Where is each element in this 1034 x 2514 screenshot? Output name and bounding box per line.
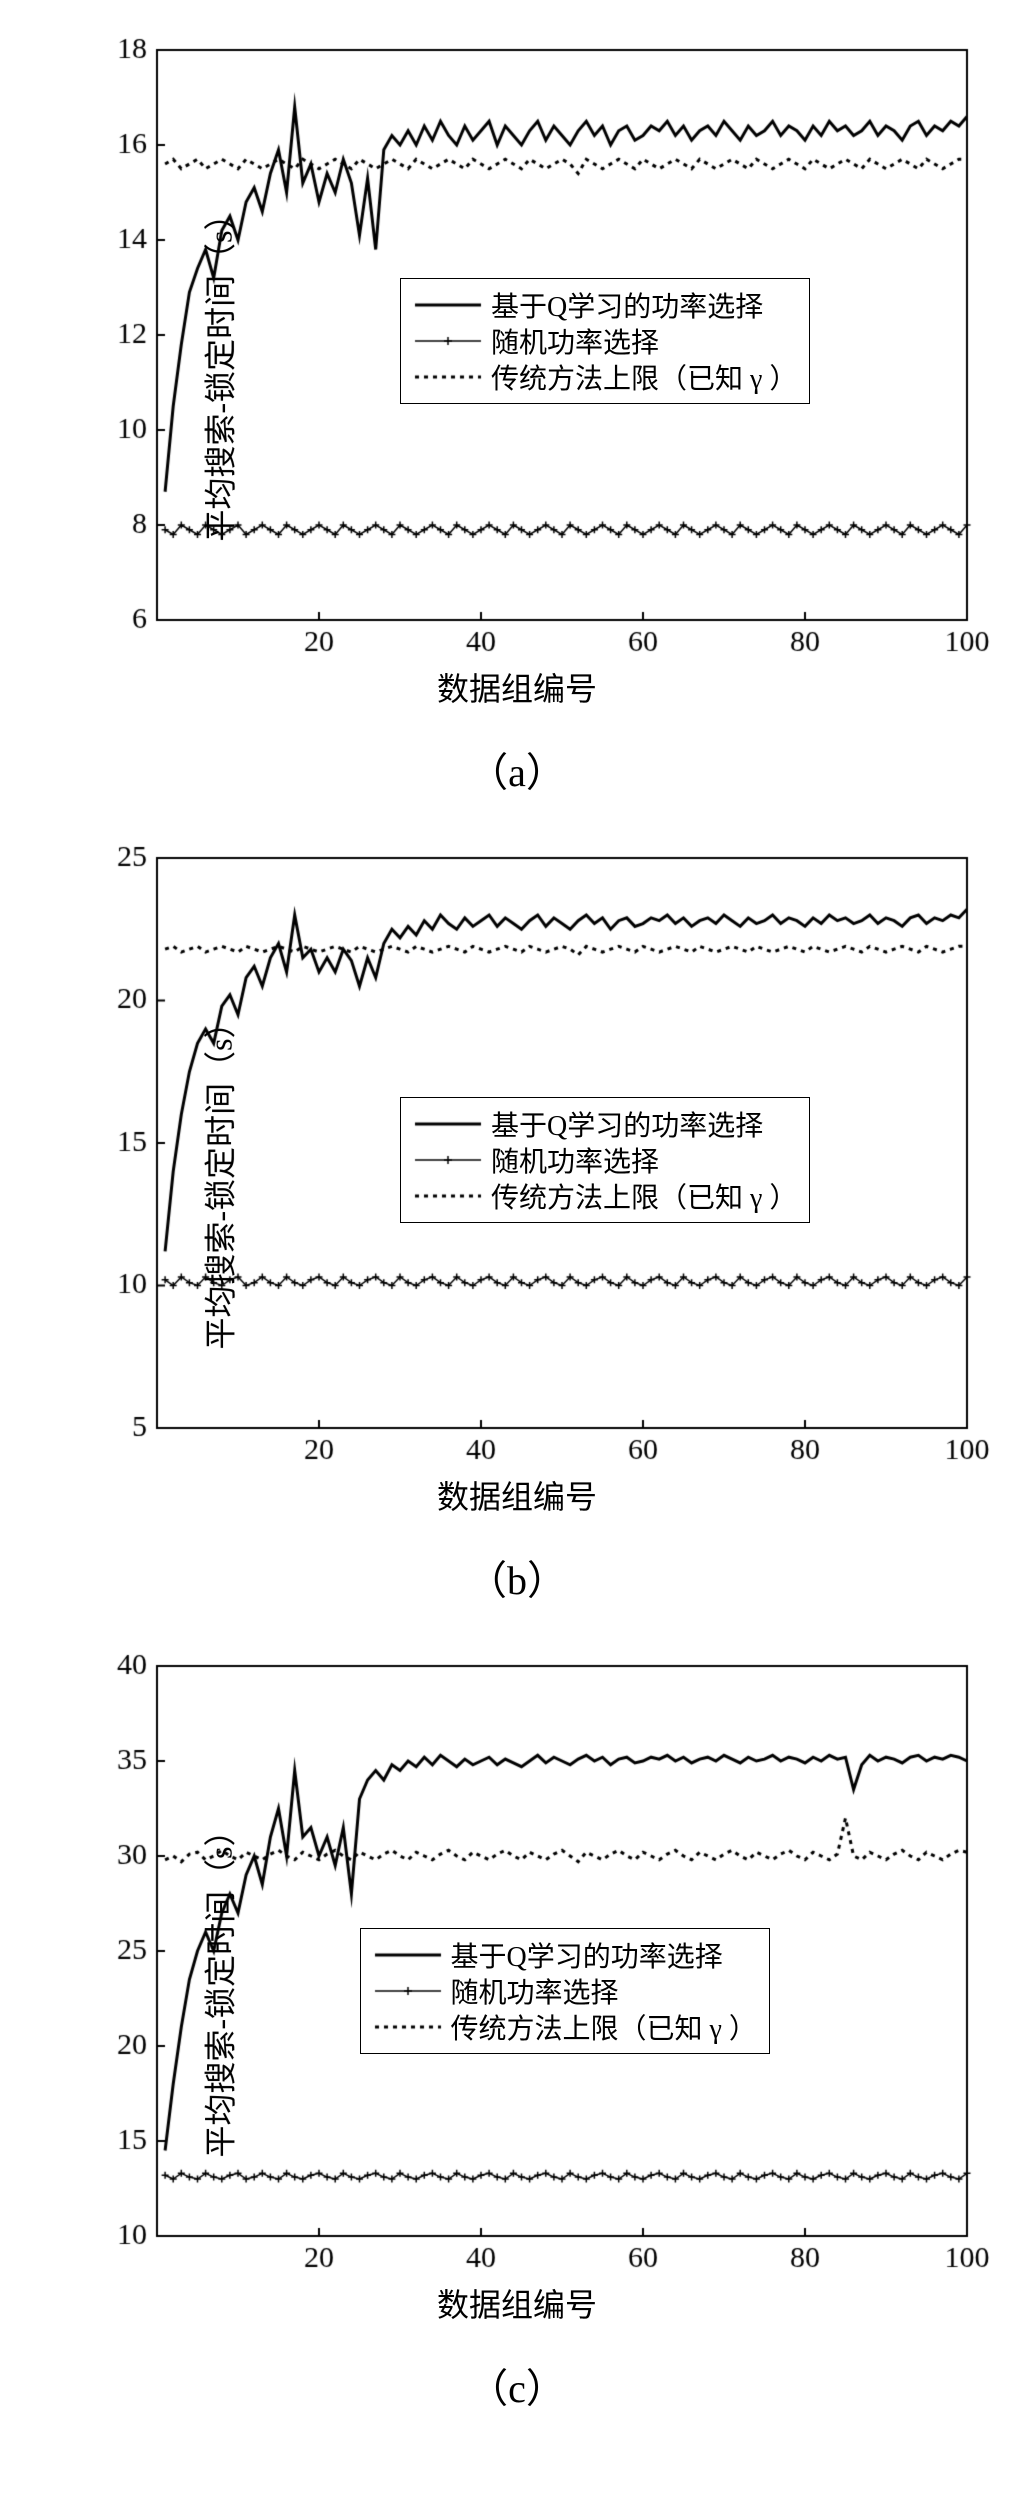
legend-swatch (413, 1109, 483, 1139)
legend-row: 基于Q学习的功率选择 (413, 1106, 797, 1142)
x-axis-label: 数据组编号 (437, 664, 597, 710)
legend-label: 传统方法上限（已知 γ ） (491, 1176, 797, 1216)
legend-swatch (373, 2012, 443, 2042)
legend-label: 随机功率选择 (451, 1971, 619, 2011)
legend-label: 传统方法上限（已知 γ ） (451, 2007, 757, 2047)
legend-label: 基于Q学习的功率选择 (491, 285, 763, 325)
legend-swatch (413, 362, 483, 392)
legend-swatch (413, 1181, 483, 1211)
legend-swatch (413, 326, 483, 356)
legend-swatch (373, 1940, 443, 1970)
subplot-caption: （c） (37, 2356, 997, 2414)
legend-label: 随机功率选择 (491, 321, 659, 361)
chart-legend: 基于Q学习的功率选择随机功率选择传统方法上限（已知 γ ） (400, 278, 810, 404)
legend-label: 基于Q学习的功率选择 (451, 1935, 723, 1975)
y-axis-label: 平均搜索-锁定时间（s） (196, 1814, 242, 2157)
figure-panel-c: 平均搜索-锁定时间（s） 数据组编号 基于Q学习的功率选择随机功率选择传统方法上限（… (37, 1636, 997, 2414)
plot-area: 平均搜索-锁定时间（s） 数据组编号 基于Q学习的功率选择随机功率选择传统方法上限（… (37, 20, 997, 720)
chart-legend: 基于Q学习的功率选择随机功率选择传统方法上限（已知 γ ） (360, 1928, 770, 2054)
x-axis-label: 数据组编号 (437, 2280, 597, 2326)
legend-row: 基于Q学习的功率选择 (413, 287, 797, 323)
subplot-caption: （a） (37, 740, 997, 798)
legend-label: 传统方法上限（已知 γ ） (491, 357, 797, 397)
legend-swatch (413, 290, 483, 320)
figure-panel-b: 平均搜索-锁定时间（s） 数据组编号 基于Q学习的功率选择随机功率选择传统方法上限（… (37, 828, 997, 1606)
subplot-caption: （b） (37, 1548, 997, 1606)
legend-label: 基于Q学习的功率选择 (491, 1104, 763, 1144)
legend-row: 基于Q学习的功率选择 (373, 1937, 757, 1973)
legend-row: 传统方法上限（已知 γ ） (373, 2009, 757, 2045)
figure-panel-a: 平均搜索-锁定时间（s） 数据组编号 基于Q学习的功率选择随机功率选择传统方法上限（… (37, 20, 997, 798)
legend-row: 随机功率选择 (413, 1142, 797, 1178)
legend-row: 传统方法上限（已知 γ ） (413, 359, 797, 395)
legend-swatch (373, 1976, 443, 2006)
plot-area: 平均搜索-锁定时间（s） 数据组编号 基于Q学习的功率选择随机功率选择传统方法上限（… (37, 1636, 997, 2336)
legend-row: 传统方法上限（已知 γ ） (413, 1178, 797, 1214)
plot-area: 平均搜索-锁定时间（s） 数据组编号 基于Q学习的功率选择随机功率选择传统方法上限（… (37, 828, 997, 1528)
legend-swatch (413, 1145, 483, 1175)
y-axis-label: 平均搜索-锁定时间（s） (196, 1006, 242, 1349)
y-axis-label: 平均搜索-锁定时间（s） (196, 198, 242, 541)
legend-label: 随机功率选择 (491, 1140, 659, 1180)
legend-row: 随机功率选择 (373, 1973, 757, 2009)
x-axis-label: 数据组编号 (437, 1472, 597, 1518)
chart-legend: 基于Q学习的功率选择随机功率选择传统方法上限（已知 γ ） (400, 1097, 810, 1223)
legend-row: 随机功率选择 (413, 323, 797, 359)
